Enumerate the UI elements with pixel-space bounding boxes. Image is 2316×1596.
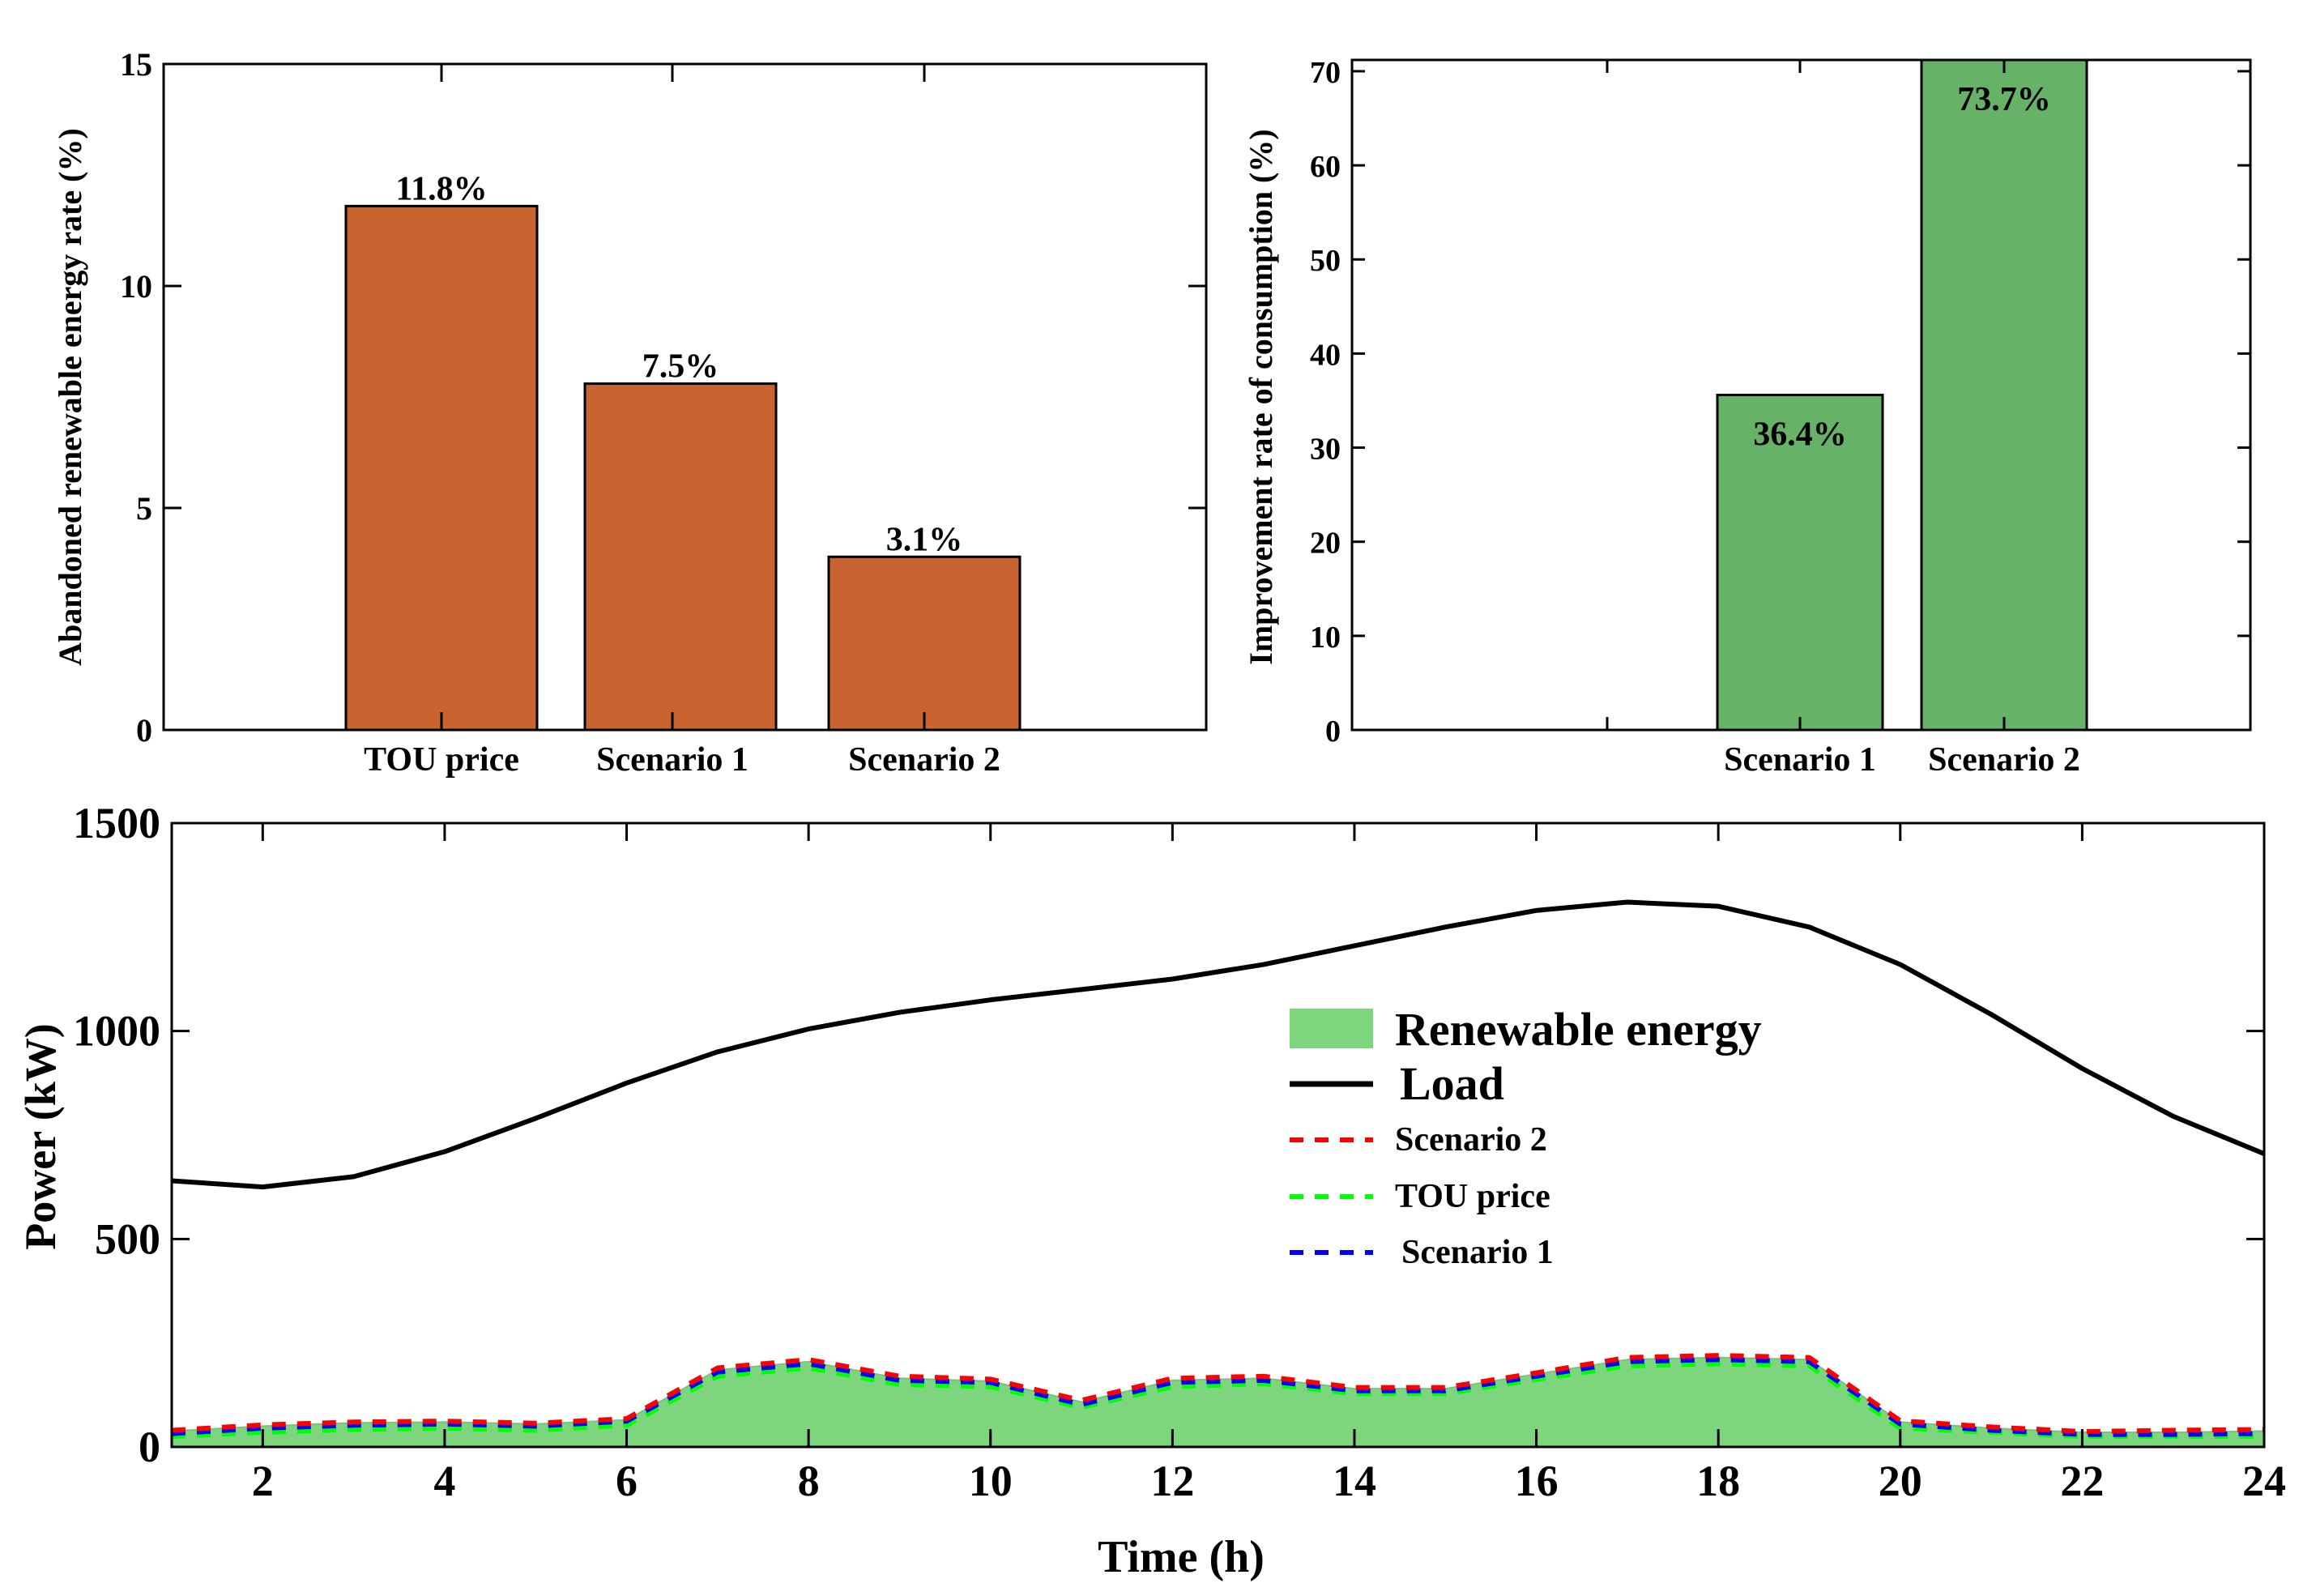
- tou-price-line: [171, 1361, 2264, 1440]
- improvement-rate-chart: 36.4% Scenario 1 73.7% Scenario 2 0 10 20 30 40…: [1243, 56, 2252, 779]
- abandoned-rate-chart: 11.8% TOU price 7.5% Scenario 1 3.1% Scenario…: [52, 46, 1208, 779]
- scenario-1-line: [171, 1357, 2265, 1437]
- legend-label-scenario-2: Scenario 2: [1395, 1121, 1547, 1159]
- power-y-tick-label: 0: [139, 1423, 160, 1471]
- abandoned-bar-scenario-1: [583, 382, 778, 732]
- improvement-category-label: Scenario 1: [1724, 741, 1876, 779]
- abandoned-rate-plot-frame: [162, 62, 1208, 732]
- power-y-tick-label: 1000: [73, 1007, 160, 1056]
- improvement-rate-ylabel: Improvement rate of consumption (%): [1243, 129, 1279, 664]
- improvement-data-label: 73.7%: [1957, 81, 2051, 118]
- abandoned-bar-tou-price: [344, 204, 539, 732]
- renewable-energy-area: [171, 1356, 2265, 1448]
- abandoned-data-label: 3.1%: [886, 521, 963, 558]
- improvement-y-tick-label: 20: [1310, 527, 1341, 561]
- load-line: [171, 899, 2266, 1190]
- legend-label-renewable-energy: Renewable energy: [1395, 1003, 1762, 1056]
- power-ylabel: Power (kW): [16, 1023, 65, 1249]
- abandoned-data-label: 11.8%: [395, 170, 487, 207]
- power-x-tick-label: 10: [969, 1457, 1013, 1505]
- improvement-y-tick-label: 30: [1310, 433, 1341, 467]
- improvement-y-tick-label: 40: [1310, 338, 1341, 372]
- scenario-2-line: [171, 1353, 2265, 1435]
- power-plot-frame: [170, 821, 2266, 1449]
- improvement-y-tick-label: 60: [1310, 150, 1341, 184]
- abandoned-bar-scenario-2: [827, 555, 1022, 732]
- power-x-tick-label: 14: [1333, 1457, 1376, 1505]
- abandoned-y-tick-label: 10: [120, 268, 152, 305]
- abandoned-category-label: Scenario 1: [596, 741, 749, 779]
- legend-label-tou-price: TOU price: [1395, 1178, 1550, 1215]
- legend-label-load: Load: [1400, 1057, 1504, 1110]
- legend-label-scenario-1: Scenario 1: [1401, 1234, 1554, 1271]
- abandoned-category-label: TOU price: [364, 741, 519, 779]
- power-x-tick-label: 20: [1879, 1457, 1922, 1505]
- power-xlabel: Time (h): [1098, 1532, 1265, 1582]
- improvement-y-tick-label: 0: [1325, 715, 1341, 749]
- abandoned-y-tick-label: 15: [120, 46, 152, 83]
- power-x-tick-label: 6: [616, 1457, 638, 1505]
- improvement-category-label: Scenario 2: [1928, 741, 2080, 779]
- abandoned-category-label: Scenario 2: [848, 741, 1000, 779]
- improvement-data-label: 36.4%: [1753, 416, 1847, 454]
- improvement-y-tick-label: 70: [1310, 56, 1341, 90]
- legend-swatch-renewable-energy: [1290, 1009, 1373, 1048]
- power-x-tick-label: 4: [433, 1457, 455, 1505]
- abandoned-y-tick-label: 0: [136, 712, 152, 749]
- improvement-bar-scenario-1: [1716, 394, 1884, 732]
- power-x-tick-label: 8: [798, 1457, 820, 1505]
- power-x-tick-label: 24: [2242, 1457, 2286, 1505]
- abandoned-data-label: 7.5%: [642, 348, 719, 386]
- power-x-tick-label: 12: [1150, 1457, 1194, 1505]
- power-y-tick-label: 1500: [73, 799, 160, 847]
- abandoned-rate-ylabel: Abandoned renewable energy rate (%): [52, 128, 88, 666]
- improvement-rate-plot-frame: [1350, 58, 2252, 732]
- power-x-tick-label: 18: [1696, 1457, 1740, 1505]
- power-legend: Renewable energy Load Scenario 2 TOU pri…: [1290, 1003, 1762, 1271]
- improvement-y-tick-label: 10: [1310, 621, 1341, 655]
- abandoned-y-tick-label: 5: [136, 490, 152, 527]
- power-x-tick-label: 2: [252, 1457, 274, 1505]
- power-x-tick-label: 16: [1515, 1457, 1559, 1505]
- improvement-y-tick-label: 50: [1310, 244, 1341, 278]
- power-y-tick-label: 500: [95, 1214, 160, 1263]
- improvement-bar-scenario-2: [1920, 58, 2088, 732]
- power-x-tick-label: 22: [2060, 1457, 2104, 1505]
